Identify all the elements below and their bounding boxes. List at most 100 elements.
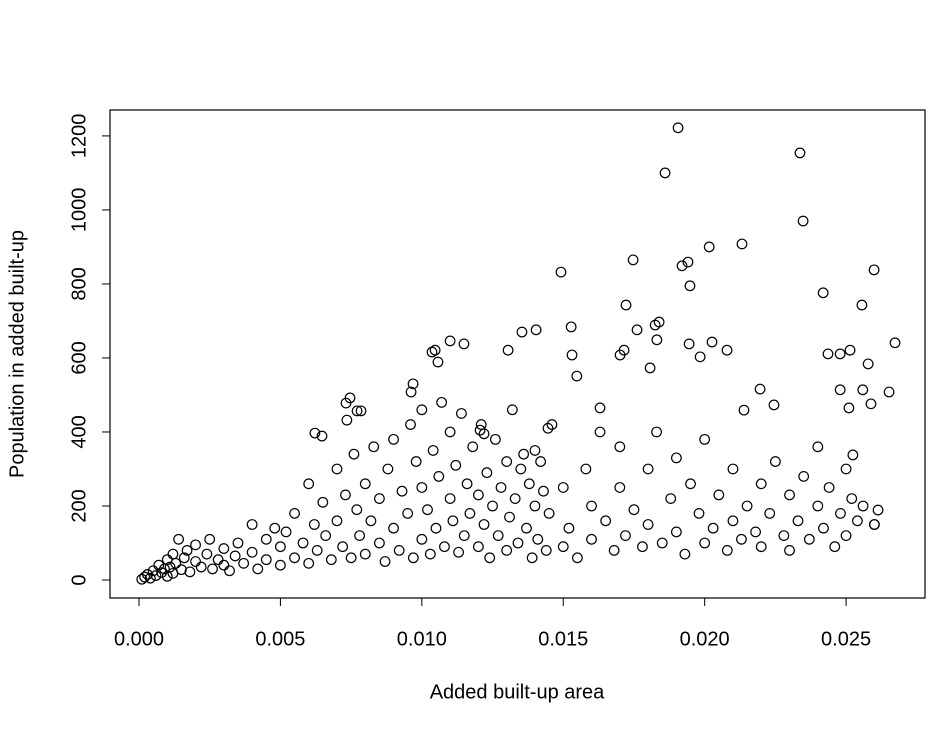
point xyxy=(682,256,694,268)
point xyxy=(523,478,535,490)
point xyxy=(822,348,834,360)
point xyxy=(693,507,705,519)
point xyxy=(309,427,321,439)
point xyxy=(684,280,696,292)
x-tick-label: 0.010 xyxy=(397,628,447,650)
point xyxy=(546,419,558,430)
point xyxy=(429,344,441,356)
point xyxy=(721,344,733,356)
point xyxy=(275,559,286,571)
point xyxy=(637,541,648,553)
y-tick-label: 1200 xyxy=(68,114,90,159)
point xyxy=(526,552,538,564)
point xyxy=(444,493,456,504)
point xyxy=(260,554,272,566)
point xyxy=(280,526,292,538)
point xyxy=(600,515,612,527)
point xyxy=(620,299,632,311)
point xyxy=(317,496,329,508)
point xyxy=(308,519,320,530)
point xyxy=(823,482,835,493)
point xyxy=(337,541,349,553)
point xyxy=(325,554,337,566)
point xyxy=(614,441,626,453)
point xyxy=(798,470,810,482)
point xyxy=(444,426,456,438)
point xyxy=(703,241,715,253)
point xyxy=(229,550,241,562)
point xyxy=(484,552,496,564)
y-tick-label: 600 xyxy=(68,341,90,374)
point xyxy=(644,362,656,374)
point xyxy=(351,504,363,516)
point xyxy=(461,478,473,490)
point xyxy=(843,402,855,414)
point xyxy=(829,541,841,553)
point xyxy=(834,384,846,396)
point xyxy=(156,567,168,579)
point xyxy=(571,370,583,382)
point xyxy=(379,556,391,567)
point xyxy=(847,449,859,461)
point xyxy=(320,530,332,542)
point xyxy=(170,557,182,569)
point xyxy=(812,441,824,453)
point xyxy=(142,569,153,580)
point xyxy=(803,533,815,545)
point xyxy=(224,565,235,577)
point xyxy=(566,349,578,361)
point xyxy=(727,515,739,527)
point xyxy=(857,384,869,396)
point xyxy=(164,561,176,573)
point xyxy=(453,546,464,558)
point xyxy=(331,463,343,475)
point xyxy=(153,559,165,571)
point xyxy=(396,485,408,497)
point xyxy=(628,504,640,516)
point xyxy=(594,402,606,414)
point xyxy=(478,519,490,530)
point xyxy=(489,433,501,445)
point xyxy=(516,326,528,338)
point xyxy=(433,470,445,482)
point xyxy=(812,500,824,512)
point xyxy=(432,356,444,368)
point xyxy=(706,336,718,348)
point xyxy=(857,500,869,512)
point xyxy=(542,422,554,434)
point xyxy=(713,489,725,501)
point xyxy=(474,424,486,436)
point xyxy=(297,537,309,549)
point xyxy=(571,552,583,564)
point xyxy=(207,563,218,575)
point xyxy=(424,548,436,560)
point xyxy=(436,396,448,408)
point xyxy=(359,478,371,490)
point xyxy=(348,448,360,460)
point xyxy=(538,485,549,497)
point xyxy=(478,428,490,440)
point xyxy=(817,287,829,299)
y-axis-title: Population in added built-up xyxy=(6,230,28,478)
point xyxy=(659,167,671,179)
point xyxy=(481,467,493,479)
point xyxy=(444,335,456,347)
point xyxy=(868,264,880,276)
point xyxy=(649,319,661,331)
point xyxy=(501,545,513,556)
point xyxy=(512,537,524,549)
point xyxy=(218,559,230,571)
point xyxy=(672,122,684,134)
point xyxy=(755,478,767,490)
point xyxy=(495,482,507,493)
point xyxy=(736,238,748,250)
x-tick-label: 0.005 xyxy=(255,628,305,650)
x-tick-label: 0.015 xyxy=(538,628,588,650)
point xyxy=(792,515,804,527)
point xyxy=(840,463,852,475)
point xyxy=(195,561,207,573)
point xyxy=(502,344,514,356)
point xyxy=(405,386,417,398)
point xyxy=(341,414,353,426)
point xyxy=(683,338,695,350)
